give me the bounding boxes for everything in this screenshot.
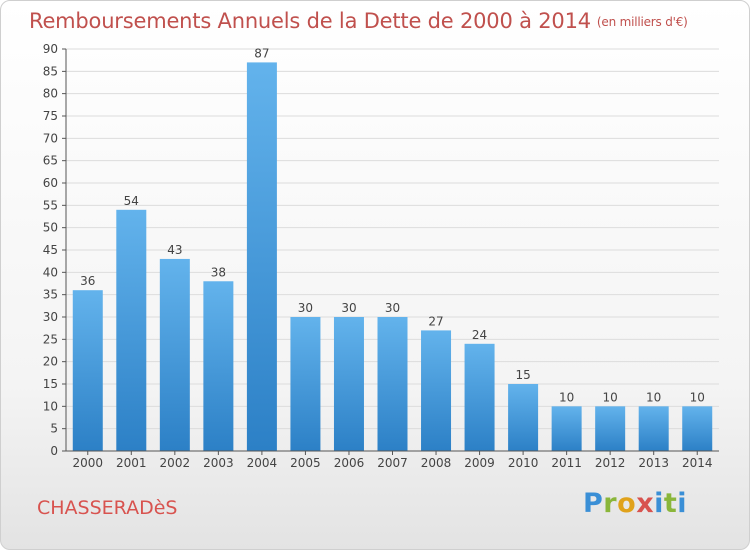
- chart-title-text: Remboursements Annuels de la Dette de 20…: [29, 9, 591, 33]
- chart-title: Remboursements Annuels de la Dette de 20…: [29, 9, 688, 33]
- y-tick-label: 75: [43, 109, 58, 123]
- logo-letter: i: [654, 488, 664, 519]
- chart-subtitle: (en milliers d'€): [596, 15, 688, 29]
- y-tick-label: 35: [43, 288, 58, 302]
- y-tick-label: 30: [43, 310, 58, 324]
- y-tick-label: 80: [43, 87, 58, 101]
- data-label-2011: 10: [559, 390, 574, 404]
- x-tick-label-2005: 2005: [290, 456, 321, 470]
- data-label-2000: 36: [80, 274, 95, 288]
- y-tick-label: 65: [43, 154, 58, 168]
- data-label-2007: 30: [385, 301, 400, 315]
- commune-name: CHASSERADèS: [37, 497, 178, 519]
- data-label-2006: 30: [341, 301, 356, 315]
- bar-2008: [421, 330, 452, 451]
- x-tick-label-2014: 2014: [682, 456, 713, 470]
- x-tick-label-2013: 2013: [638, 456, 669, 470]
- logo-letter: r: [603, 488, 618, 519]
- y-tick-label: 20: [43, 355, 58, 369]
- bar-2000: [72, 290, 103, 451]
- bar-2003: [203, 281, 234, 451]
- x-tick-label-2006: 2006: [334, 456, 365, 470]
- y-tick-label: 50: [43, 221, 58, 235]
- x-tick-label-2007: 2007: [377, 456, 408, 470]
- data-label-2003: 38: [211, 265, 226, 279]
- data-label-2002: 43: [167, 243, 182, 257]
- data-label-2001: 54: [124, 194, 139, 208]
- x-tick-label-2008: 2008: [421, 456, 452, 470]
- bar-2004: [246, 62, 277, 452]
- y-tick-label: 40: [43, 265, 58, 279]
- bar-2007: [377, 317, 408, 451]
- proxiti-logo: Proxiti: [583, 488, 687, 519]
- bar-2012: [595, 406, 626, 451]
- data-label-2009: 24: [472, 328, 487, 342]
- y-tick-label: 55: [43, 198, 58, 212]
- bar-2014: [682, 406, 713, 451]
- y-tick-label: 70: [43, 131, 58, 145]
- bars: [72, 62, 713, 452]
- y-tick-label: 0: [50, 444, 58, 458]
- x-tick-label-2004: 2004: [247, 456, 278, 470]
- x-tick-labels: 2000 2001 2002 2003 2004 2005 2006 2007 2008 2009…: [72, 451, 713, 470]
- y-tick-label: 15: [43, 377, 58, 391]
- y-tick-label: 85: [43, 64, 58, 78]
- x-tick-label-2009: 2009: [464, 456, 495, 470]
- y-tick-label: 45: [43, 243, 58, 257]
- x-tick-label-2011: 2011: [551, 456, 582, 470]
- data-labels: 36 54 43 38 87 30 30 30 27 24 15 10 10 10 10: [80, 46, 705, 404]
- logo-letter: t: [663, 488, 678, 519]
- data-label-2008: 27: [428, 314, 443, 328]
- data-label-2014: 10: [690, 390, 705, 404]
- y-tick-label: 60: [43, 176, 58, 190]
- y-tick-label: 25: [43, 332, 58, 346]
- x-tick-label-2003: 2003: [203, 456, 234, 470]
- data-label-2004: 87: [254, 46, 269, 60]
- bar-2002: [159, 258, 190, 451]
- logo-letter: x: [636, 488, 655, 519]
- bar-2009: [464, 343, 495, 451]
- bar-2013: [638, 406, 669, 451]
- bar-2006: [333, 317, 364, 451]
- logo-letter: o: [617, 488, 637, 519]
- x-tick-label-2002: 2002: [160, 456, 191, 470]
- bar-2011: [551, 406, 582, 451]
- bar-2010: [508, 384, 539, 451]
- y-tick-label: 10: [43, 399, 58, 413]
- bar-2005: [290, 317, 321, 451]
- x-tick-label-2012: 2012: [595, 456, 626, 470]
- logo-letter: P: [583, 488, 604, 519]
- bar-2001: [116, 209, 147, 451]
- logo-letter: i: [677, 488, 688, 519]
- x-tick-label-2010: 2010: [508, 456, 539, 470]
- x-tick-label-2000: 2000: [72, 456, 103, 470]
- data-label-2013: 10: [646, 390, 661, 404]
- data-label-2005: 30: [298, 301, 313, 315]
- y-tick-label: 5: [50, 422, 58, 436]
- data-label-2012: 10: [603, 390, 618, 404]
- y-tick-label: 90: [43, 42, 58, 56]
- y-tick-labels: 0 5 10 15 20 25 30 35 40 45 50 55 60 65 70 75 80 85 90: [43, 42, 58, 458]
- x-tick-label-2001: 2001: [116, 456, 147, 470]
- data-label-2010: 15: [515, 368, 530, 382]
